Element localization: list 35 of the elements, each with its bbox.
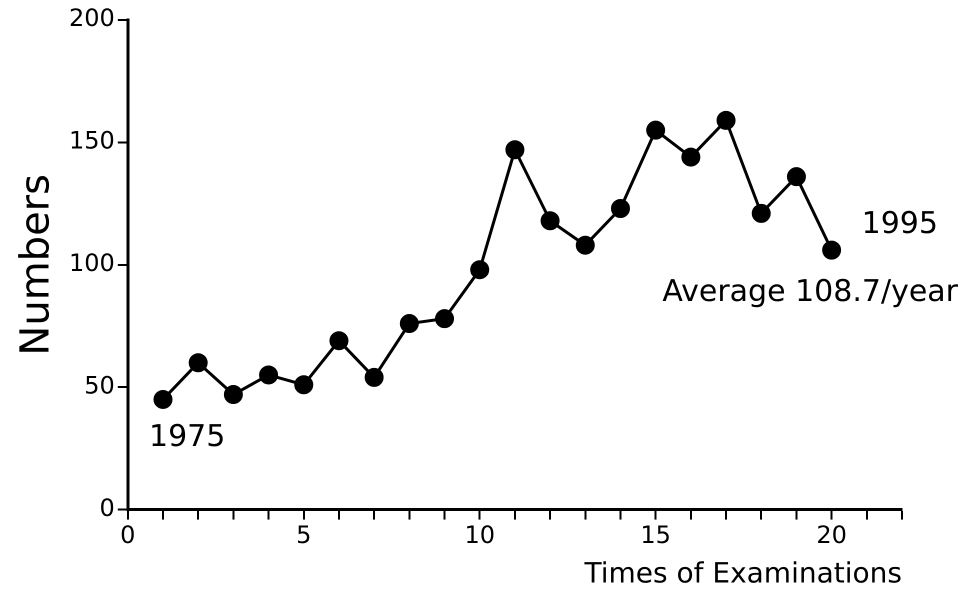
point [646, 120, 666, 140]
x-tick-label: 20 [816, 521, 847, 550]
point [681, 148, 700, 167]
point [822, 240, 842, 260]
point [329, 331, 348, 350]
x-tick-label: 0 [120, 521, 136, 550]
point [752, 204, 771, 223]
point [224, 385, 243, 404]
point [505, 140, 524, 160]
annotation: Average 108.7/year [662, 274, 959, 309]
point [610, 198, 630, 218]
y-tick-label: 100 [68, 249, 115, 278]
y-tick-label: 200 [68, 4, 115, 32]
point [470, 260, 490, 280]
point [294, 375, 314, 394]
annotation: 1995 [862, 206, 938, 241]
annotation: 1975 [149, 419, 226, 454]
point [259, 365, 278, 384]
point [716, 110, 736, 130]
x-tick-label: 5 [296, 521, 312, 550]
y-tick-label: 50 [84, 371, 115, 400]
point [154, 390, 172, 409]
point [435, 309, 454, 328]
point [400, 314, 419, 334]
point [786, 167, 806, 186]
y-axis-title: Numbers [12, 174, 58, 356]
y-tick-label: 0 [100, 494, 115, 522]
point [364, 368, 384, 387]
x-axis-title: Times of Examinations [583, 556, 902, 590]
x-tick-label: 15 [640, 521, 671, 550]
point [540, 211, 560, 230]
point [188, 353, 208, 372]
point [576, 236, 595, 255]
x-tick-label: 10 [464, 521, 495, 550]
y-tick-label: 150 [68, 126, 115, 155]
